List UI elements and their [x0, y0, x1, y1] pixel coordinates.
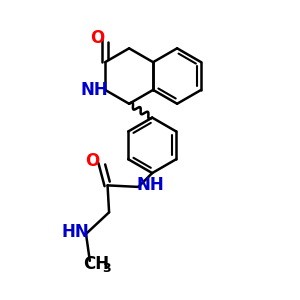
Text: HN: HN	[61, 223, 89, 241]
Text: 3: 3	[103, 262, 111, 275]
Text: CH: CH	[83, 255, 109, 273]
Text: O: O	[85, 152, 99, 170]
Text: NH: NH	[80, 81, 108, 99]
Text: NH: NH	[137, 176, 164, 194]
Text: O: O	[90, 28, 104, 46]
